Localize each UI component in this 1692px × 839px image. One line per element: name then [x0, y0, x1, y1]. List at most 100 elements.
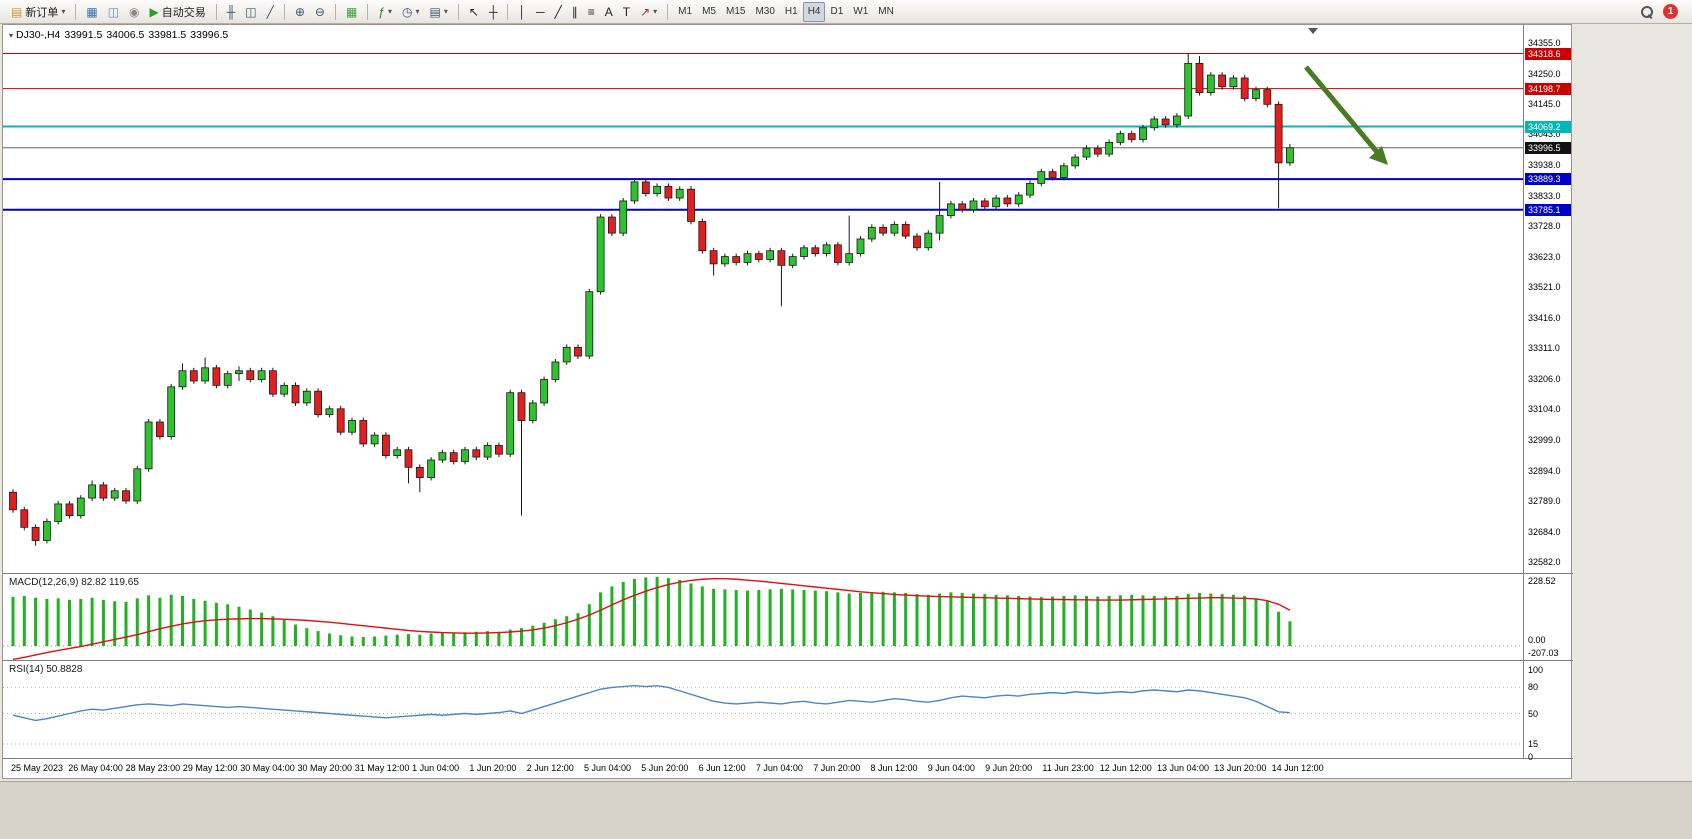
- candle-body: [1082, 147, 1091, 158]
- macd-histogram-bar: [1062, 595, 1066, 646]
- zoom-in-button[interactable]: ⊕: [290, 2, 310, 22]
- trendline-button[interactable]: ╱: [549, 2, 566, 22]
- time-axis: 25 May 2023 26 May 04:00 28 May 23:00 29 Ma…: [3, 761, 1523, 779]
- candlestick: [1026, 180, 1034, 199]
- time-tick: 30 May 20:00: [297, 763, 353, 773]
- candle-body: [404, 449, 413, 468]
- candlestick: [709, 247, 718, 276]
- symbol-dropdown-icon[interactable]: ▾: [9, 31, 14, 40]
- macd-panel-canvas[interactable]: [3, 574, 1523, 660]
- bar-chart-button[interactable]: ╫: [222, 2, 241, 22]
- macd-histogram-bar: [294, 624, 297, 646]
- candle-body: [381, 434, 390, 457]
- candle-body: [1093, 147, 1102, 155]
- candlestick: [721, 253, 729, 267]
- symbol-period: DJ30-,H4: [16, 29, 61, 41]
- candlestick: [822, 241, 831, 257]
- candle-body: [99, 484, 108, 499]
- new-chart-button[interactable]: ▦: [81, 2, 102, 22]
- zoom-out-button[interactable]: ⊖: [310, 2, 330, 22]
- chart-shift-marker-icon[interactable]: [1308, 28, 1318, 34]
- button-label: H4: [807, 6, 821, 17]
- line-chart-button[interactable]: ╱: [262, 2, 279, 22]
- notification-badge[interactable]: 1: [1663, 4, 1678, 19]
- price-tick: 34145.0: [1528, 99, 1561, 110]
- candlestick: [743, 250, 752, 266]
- horizontal-line-button[interactable]: ─: [531, 2, 550, 22]
- panel-separator[interactable]: [3, 660, 1573, 661]
- profiles-button[interactable]: ◫: [103, 2, 124, 22]
- macd-histogram-bar: [712, 588, 716, 646]
- macd-histogram-bar: [226, 604, 230, 646]
- new-chart-icon: ▦: [86, 4, 98, 19]
- candle-body: [992, 197, 1000, 208]
- candle-chart-icon: ◫: [245, 4, 257, 19]
- timeframe-m15-button[interactable]: M15: [721, 2, 750, 22]
- timeframe-d1-button[interactable]: D1: [825, 2, 848, 22]
- indicators-button[interactable]: ƒ ▾: [373, 2, 397, 22]
- crosshair-button[interactable]: ┼: [484, 2, 503, 22]
- timeframe-m30-button[interactable]: M30: [750, 2, 779, 22]
- templates-button[interactable]: ▤ ▾: [425, 2, 453, 22]
- text-button[interactable]: A: [600, 2, 618, 22]
- timeframe-h4-button[interactable]: H4: [802, 1, 826, 22]
- candle-body: [76, 497, 85, 517]
- candlestick: [1037, 168, 1046, 187]
- cursor-button[interactable]: ↖: [464, 2, 484, 22]
- candlestick: [551, 359, 560, 383]
- macd-histogram-bar: [904, 592, 908, 646]
- candle-body: [427, 459, 436, 478]
- candlestick: [167, 383, 176, 440]
- macd-histogram-bar: [90, 597, 94, 646]
- macd-histogram-bar: [813, 590, 817, 646]
- macd-histogram-bar: [983, 594, 987, 646]
- macd-histogram-bar: [237, 606, 241, 646]
- candle-body: [20, 509, 29, 528]
- timeframe-m1-button[interactable]: M1: [673, 2, 697, 22]
- candlestick: [314, 388, 323, 418]
- timeframe-w1-button[interactable]: W1: [848, 2, 873, 22]
- community-button[interactable]: ◉: [124, 2, 144, 22]
- candlestick: [980, 198, 989, 210]
- candle-body: [924, 232, 933, 249]
- button-label: 新订单: [25, 6, 59, 19]
- candlestick: [1003, 195, 1012, 207]
- macd-histogram-bar: [1198, 592, 1201, 646]
- candle-body: [856, 238, 865, 255]
- candle-body: [913, 235, 921, 249]
- candle-chart-button[interactable]: ◫: [240, 2, 261, 22]
- channel-button[interactable]: ∥: [567, 2, 583, 22]
- candle-body: [201, 367, 210, 382]
- vertical-line-button[interactable]: │: [513, 2, 531, 22]
- timeframe-mn-button[interactable]: MN: [873, 2, 899, 22]
- tile-windows-button[interactable]: ▦: [341, 2, 362, 22]
- arrows-button[interactable]: ↗ ▾: [635, 2, 662, 22]
- fibonacci-button[interactable]: ≡: [583, 2, 600, 22]
- timeframe-h1-button[interactable]: H1: [780, 2, 803, 22]
- candle-body: [325, 408, 334, 416]
- arrow-annotation[interactable]: [1304, 65, 1388, 165]
- arrow-shaft: [1304, 65, 1379, 154]
- periods-button[interactable]: ◷ ▾: [397, 2, 425, 22]
- candlestick: [1240, 75, 1249, 102]
- auto-trading-button[interactable]: ▶ 自动交易: [145, 2, 211, 22]
- rsi-panel-canvas[interactable]: [3, 661, 1523, 758]
- candle-body: [1026, 182, 1034, 196]
- timeframe-m5-button[interactable]: M5: [697, 2, 721, 22]
- macd-histogram-bar: [1277, 611, 1281, 646]
- candle-body: [641, 181, 650, 195]
- candle-body: [969, 200, 978, 211]
- label-button[interactable]: T: [618, 2, 635, 22]
- candle-body: [800, 247, 808, 257]
- main-chart-canvas[interactable]: [3, 25, 1523, 573]
- panel-separator[interactable]: [3, 573, 1573, 574]
- candlestick: [1127, 130, 1136, 143]
- price-axis[interactable]: 34355.0 34250.0 34145.0 34043.0 33938.0 33833…: [1524, 25, 1573, 762]
- button-label: M5: [702, 6, 716, 17]
- macd-histogram-bar: [305, 628, 309, 646]
- new-order-button[interactable]: ▤ 新订单 ▾: [6, 2, 70, 22]
- candle-body: [675, 188, 684, 199]
- candlestick: [800, 244, 808, 260]
- candle-body: [31, 526, 40, 541]
- search-icon[interactable]: [1641, 5, 1653, 18]
